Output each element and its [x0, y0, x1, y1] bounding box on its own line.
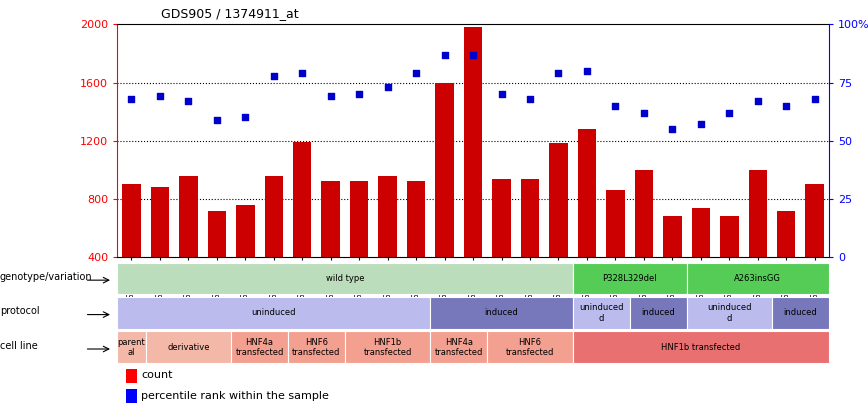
Point [466, 51, 480, 58]
Bar [772, 297, 829, 329]
Text: HNF1b transfected: HNF1b transfected [661, 343, 740, 352]
Text: cell line: cell line [0, 341, 37, 351]
Bar [126, 389, 137, 403]
Text: genotype/variation: genotype/variation [0, 272, 93, 282]
Point [637, 110, 651, 116]
Bar [151, 187, 169, 257]
Text: induced: induced [784, 308, 818, 318]
Bar [407, 181, 425, 257]
Text: uninduced
d: uninduced d [707, 303, 752, 322]
Point [608, 102, 622, 109]
Bar [578, 129, 596, 257]
Bar [179, 176, 198, 257]
Bar [521, 179, 539, 257]
Bar [126, 369, 137, 383]
Bar [606, 190, 625, 257]
Text: induced: induced [641, 308, 675, 318]
Text: HNF4a
transfected: HNF4a transfected [435, 338, 483, 357]
Bar [345, 331, 431, 363]
Bar [549, 143, 568, 257]
Point [722, 110, 736, 116]
Bar [687, 297, 772, 329]
Text: percentile rank within the sample: percentile rank within the sample [141, 391, 329, 401]
Bar [720, 216, 739, 257]
Bar [321, 181, 340, 257]
Bar [236, 205, 254, 257]
Bar [117, 262, 573, 294]
Point [324, 93, 338, 100]
Bar [431, 331, 487, 363]
Text: uninduced
d: uninduced d [579, 303, 623, 322]
Bar [663, 216, 681, 257]
Bar [231, 331, 288, 363]
Point [210, 117, 224, 123]
Bar [293, 142, 312, 257]
Bar [635, 170, 653, 257]
Point [523, 96, 537, 102]
Bar [573, 297, 629, 329]
Bar [431, 297, 573, 329]
Bar [687, 262, 829, 294]
Point [580, 68, 594, 74]
Text: HNF4a
transfected: HNF4a transfected [235, 338, 284, 357]
Point [124, 96, 138, 102]
Point [381, 84, 395, 90]
Text: derivative: derivative [168, 343, 209, 352]
Point [352, 91, 366, 98]
Point [153, 93, 167, 100]
Point [808, 96, 822, 102]
Text: uninduced: uninduced [252, 308, 296, 318]
Text: HNF6
transfected: HNF6 transfected [506, 338, 554, 357]
Bar [117, 297, 431, 329]
Bar [436, 83, 454, 257]
Bar [117, 331, 146, 363]
Bar [629, 297, 687, 329]
Bar [265, 176, 283, 257]
Bar [464, 27, 483, 257]
Bar [146, 331, 231, 363]
Bar [806, 184, 824, 257]
Text: GDS905 / 1374911_at: GDS905 / 1374911_at [161, 7, 299, 20]
Text: protocol: protocol [0, 306, 40, 316]
Point [495, 91, 509, 98]
Point [181, 98, 195, 104]
Point [751, 98, 765, 104]
Text: wild type: wild type [326, 274, 365, 283]
Text: HNF6
transfected: HNF6 transfected [293, 338, 340, 357]
Point [409, 70, 423, 77]
Point [551, 70, 565, 77]
Bar [350, 181, 368, 257]
Bar [207, 211, 226, 257]
Text: parent
al: parent al [117, 338, 145, 357]
Point [437, 51, 451, 58]
Text: count: count [141, 371, 173, 380]
Bar [573, 331, 829, 363]
Text: P328L329del: P328L329del [602, 274, 657, 283]
Point [779, 102, 793, 109]
Bar [122, 184, 141, 257]
Bar [492, 179, 510, 257]
Point [295, 70, 309, 77]
Bar [378, 176, 397, 257]
Bar [777, 211, 795, 257]
Bar [288, 331, 345, 363]
Bar [487, 331, 573, 363]
Bar [692, 208, 710, 257]
Text: HNF1b
transfected: HNF1b transfected [364, 338, 411, 357]
Text: induced: induced [484, 308, 518, 318]
Point [266, 72, 280, 79]
Text: A263insGG: A263insGG [734, 274, 781, 283]
Point [666, 126, 680, 132]
Point [694, 121, 707, 128]
Point [239, 114, 253, 121]
Bar [573, 262, 687, 294]
Bar [748, 170, 767, 257]
